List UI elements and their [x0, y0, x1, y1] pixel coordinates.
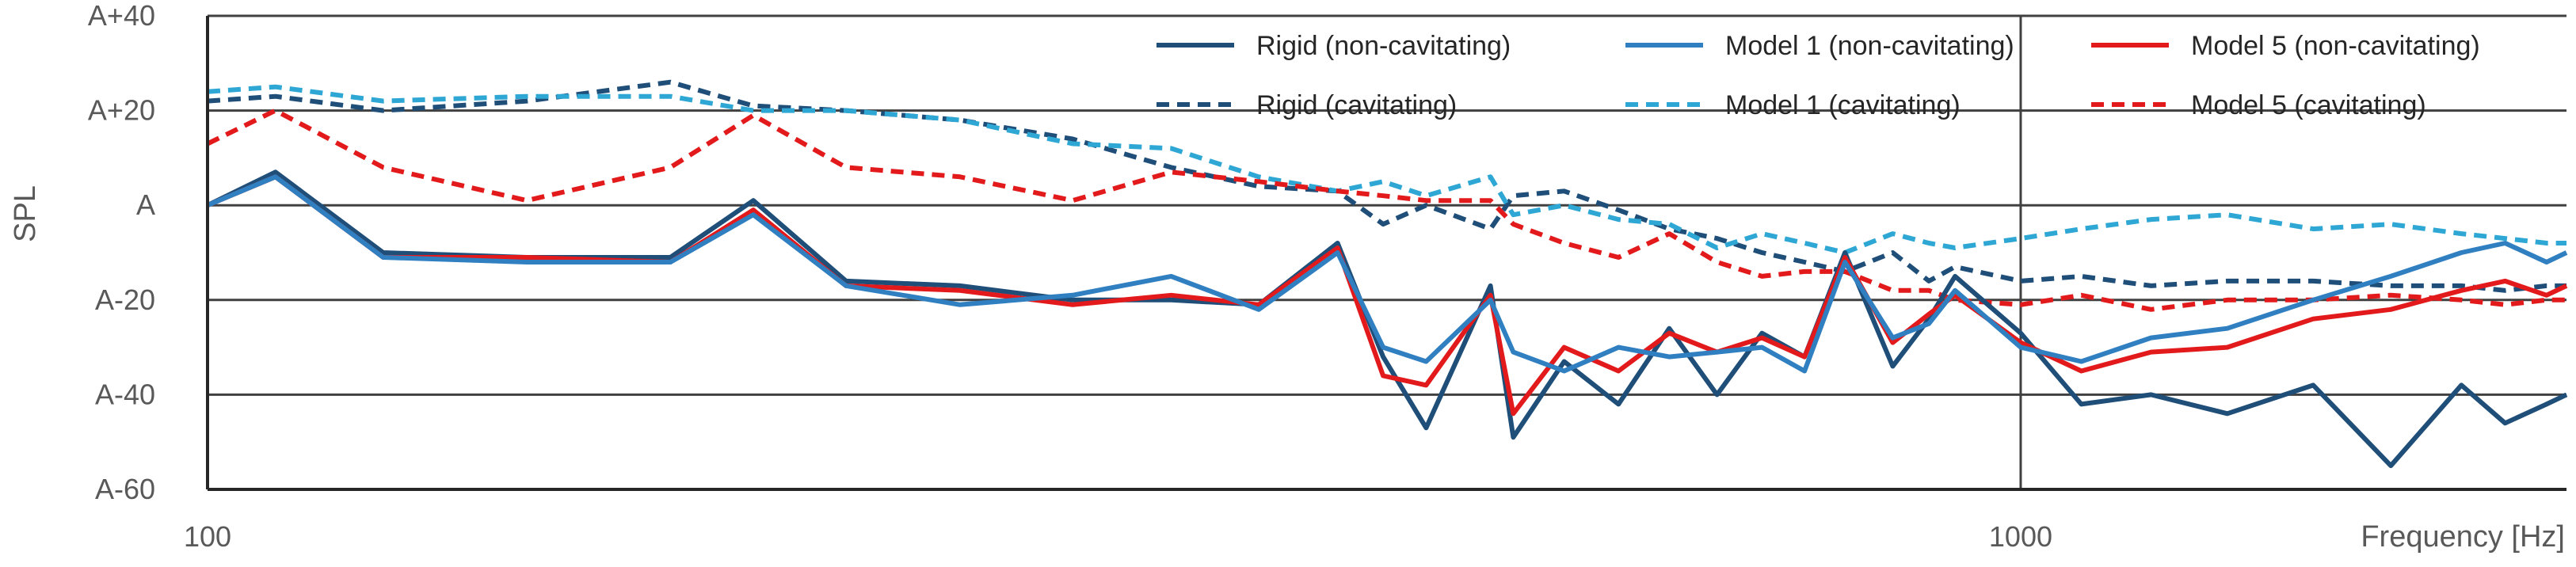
series-lines: [206, 79, 2568, 469]
legend: Rigid (non-cavitating) Model 1 (non-cavit…: [1157, 31, 2480, 120]
x-tick-label: 100: [184, 520, 231, 553]
series-line: [206, 174, 2568, 374]
axes: [206, 16, 2566, 491]
y-tick-label: A: [136, 188, 155, 221]
legend-item: Rigid (cavitating): [1157, 90, 1457, 120]
legend-item: Model 5 (non-cavitating): [2091, 31, 2480, 61]
y-tick-label: A+20: [88, 94, 155, 127]
legend-item: Rigid (non-cavitating): [1157, 31, 1511, 61]
legend-item: Model 1 (cavitating): [1625, 90, 1961, 120]
series-line: [207, 84, 2566, 255]
y-axis-title: SPL: [9, 185, 42, 242]
series-line: [206, 174, 2568, 417]
legend-label: Rigid (cavitating): [1256, 90, 1457, 120]
x-tick-label: 1000: [1989, 520, 2052, 553]
y-tick-label: A-40: [95, 378, 155, 410]
series-line: [206, 169, 2568, 469]
legend-label: Rigid (non-cavitating): [1256, 31, 1511, 61]
legend-label: Model 1 (non-cavitating): [1725, 31, 2014, 61]
y-tick-label: A-20: [95, 284, 155, 316]
legend-label: Model 5 (non-cavitating): [2191, 31, 2480, 61]
x-axis-title: Frequency [Hz]: [2361, 520, 2565, 554]
tick-labels: A+40 A+20 A A-20 A-40 A-60 100 1000: [88, 0, 2052, 553]
legend-item: Model 5 (cavitating): [2091, 90, 2426, 120]
grid-lines: [208, 14, 2566, 489]
y-tick-label: A+40: [88, 0, 155, 32]
legend-label: Model 1 (cavitating): [1725, 90, 1961, 120]
legend-item: Model 1 (non-cavitating): [1625, 31, 2014, 61]
y-tick-label: A-60: [95, 473, 155, 505]
legend-label: Model 5 (cavitating): [2191, 90, 2426, 120]
